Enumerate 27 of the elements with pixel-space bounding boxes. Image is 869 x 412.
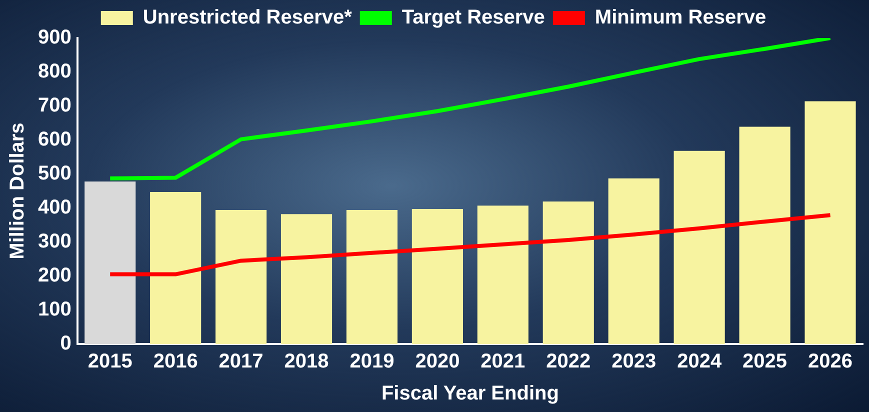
legend-label: Unrestricted Reserve* <box>142 6 352 29</box>
legend-label: Minimum Reserve <box>594 6 766 29</box>
y-tick-label: 800 <box>38 60 72 83</box>
x-tick-label: 2016 <box>153 350 198 373</box>
y-tick-label: 300 <box>38 230 72 253</box>
x-tick-label: 2022 <box>546 350 591 373</box>
y-tick-label: 600 <box>38 128 72 151</box>
x-tick-label: 2017 <box>218 350 264 373</box>
x-tick-label: 2024 <box>677 350 722 373</box>
x-tick-label: 2023 <box>612 350 656 373</box>
x-tick-label: 2020 <box>415 350 460 373</box>
x-tick-label: 2018 <box>284 350 329 373</box>
legend-label: Target Reserve <box>402 6 545 29</box>
y-tick-label: 0 <box>60 332 72 355</box>
x-axis-title: Fiscal Year Ending <box>381 382 559 405</box>
y-axis-title: Million Dollars <box>6 122 29 260</box>
x-tick-label: 2021 <box>480 350 526 373</box>
x-tick-label: 2015 <box>88 350 132 373</box>
y-tick-label: 500 <box>38 162 72 185</box>
x-tick-label: 2019 <box>350 350 394 373</box>
y-tick-label: 900 <box>38 26 72 49</box>
y-tick-label: 100 <box>38 298 72 321</box>
y-tick-label: 200 <box>38 264 72 287</box>
x-tick-label: 2025 <box>742 350 788 373</box>
y-tick-label: 700 <box>38 94 72 117</box>
y-tick-label: 400 <box>38 196 72 219</box>
x-tick-label: 2026 <box>808 350 853 373</box>
